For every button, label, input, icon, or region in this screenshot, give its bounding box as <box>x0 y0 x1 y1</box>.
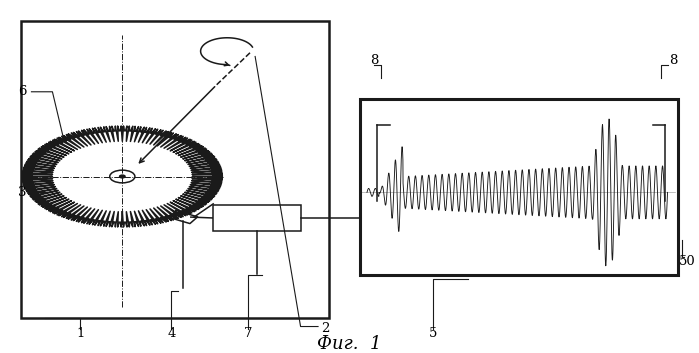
Text: 6: 6 <box>18 85 27 98</box>
Bar <box>21 21 329 318</box>
Text: 5: 5 <box>429 327 438 340</box>
Text: 7: 7 <box>244 327 252 340</box>
Text: 50: 50 <box>679 255 696 268</box>
Text: 3: 3 <box>18 186 27 199</box>
Text: Фиг.  1: Фиг. 1 <box>317 335 382 353</box>
Text: 8: 8 <box>370 54 378 66</box>
Circle shape <box>120 175 125 178</box>
Text: 2: 2 <box>321 323 329 335</box>
Text: 1: 1 <box>76 327 85 340</box>
Text: 8: 8 <box>669 54 677 66</box>
Bar <box>360 99 678 275</box>
Text: 4: 4 <box>167 327 175 340</box>
Bar <box>213 205 301 231</box>
